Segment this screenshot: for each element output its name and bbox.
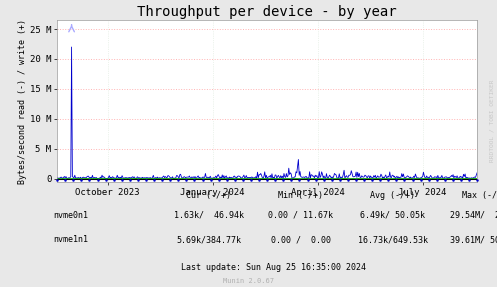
Text: 39.61M/ 50.49M: 39.61M/ 50.49M bbox=[450, 235, 497, 244]
Text: Last update: Sun Aug 25 16:35:00 2024: Last update: Sun Aug 25 16:35:00 2024 bbox=[181, 263, 366, 272]
Text: nvme1n1: nvme1n1 bbox=[53, 235, 88, 244]
Text: Avg (-/+): Avg (-/+) bbox=[370, 191, 415, 200]
nvme0n1 bbox=[474, 177, 480, 180]
nvme0n1 bbox=[145, 177, 151, 180]
Y-axis label: Bytes/second read (-) / write (+): Bytes/second read (-) / write (+) bbox=[18, 19, 27, 184]
Text: 0.00 / 11.67k: 0.00 / 11.67k bbox=[268, 211, 333, 220]
nvme1n1 bbox=[393, 177, 399, 180]
Line: nvme1n1: nvme1n1 bbox=[57, 47, 477, 179]
nvme1n1 bbox=[69, 45, 75, 49]
Text: Max (-/+): Max (-/+) bbox=[462, 191, 497, 200]
nvme1n1 bbox=[151, 177, 157, 180]
nvme0n1 bbox=[93, 177, 99, 180]
nvme0n1 bbox=[445, 177, 451, 180]
nvme1n1 bbox=[207, 174, 213, 178]
nvme1n1 bbox=[195, 174, 201, 178]
Text: 5.69k/384.77k: 5.69k/384.77k bbox=[176, 235, 241, 244]
nvme1n1 bbox=[54, 176, 60, 180]
nvme1n1 bbox=[474, 171, 480, 174]
Text: 29.54M/  2.39M: 29.54M/ 2.39M bbox=[450, 211, 497, 220]
Text: RRDTOOL / TOBI OETIKER: RRDTOOL / TOBI OETIKER bbox=[490, 79, 495, 162]
nvme0n1 bbox=[173, 177, 179, 180]
Text: nvme0n1: nvme0n1 bbox=[53, 211, 88, 220]
nvme0n1 bbox=[343, 177, 349, 180]
nvme0n1 bbox=[195, 177, 201, 180]
Text: 0.00 /  0.00: 0.00 / 0.00 bbox=[271, 235, 331, 244]
Text: 16.73k/649.53k: 16.73k/649.53k bbox=[358, 235, 427, 244]
nvme0n1 bbox=[207, 177, 213, 180]
nvme1n1 bbox=[445, 176, 451, 179]
Text: 6.49k/ 50.05k: 6.49k/ 50.05k bbox=[360, 211, 425, 220]
nvme1n1 bbox=[173, 174, 179, 177]
Line: nvme0n1: nvme0n1 bbox=[57, 178, 477, 179]
Text: 1.63k/  46.94k: 1.63k/ 46.94k bbox=[174, 211, 244, 220]
Text: Munin 2.0.67: Munin 2.0.67 bbox=[223, 278, 274, 284]
Title: Throughput per device - by year: Throughput per device - by year bbox=[137, 5, 397, 19]
nvme0n1 bbox=[54, 177, 60, 180]
Text: Min (-/+): Min (-/+) bbox=[278, 191, 323, 200]
nvme1n1 bbox=[145, 176, 151, 179]
nvme0n1 bbox=[151, 177, 157, 180]
Text: Cur (-/+): Cur (-/+) bbox=[186, 191, 231, 200]
